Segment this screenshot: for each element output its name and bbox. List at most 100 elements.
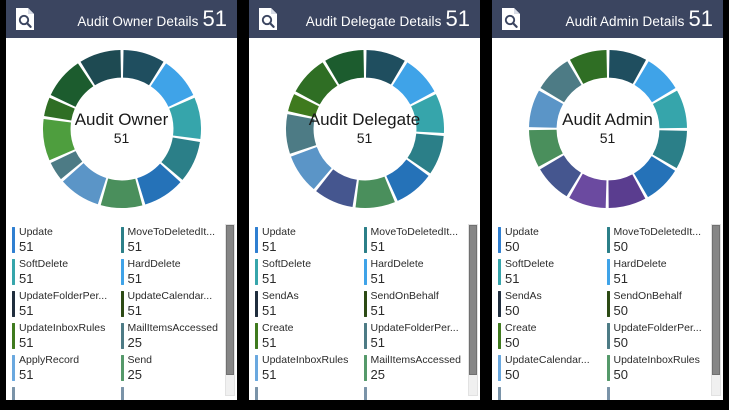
donut-segment[interactable] xyxy=(539,155,581,197)
legend-text-group: Send 25 xyxy=(128,354,153,386)
legend-text-group: MailItemsAccessed 25 xyxy=(128,322,218,354)
legend-scrollbar-thumb[interactable] xyxy=(226,225,234,375)
legend-item[interactable] xyxy=(606,386,710,400)
donut-segment[interactable] xyxy=(652,90,687,129)
donut-segment[interactable] xyxy=(539,61,582,103)
legend-item[interactable]: UpdateFolderPer... 51 xyxy=(12,290,115,322)
legend-item-label: HardDelete xyxy=(370,258,424,270)
donut-segment[interactable] xyxy=(43,97,75,121)
donut-segment[interactable] xyxy=(100,178,142,209)
legend-item[interactable]: UpdateInboxRules 51 xyxy=(12,322,115,354)
donut-segment[interactable] xyxy=(295,62,337,105)
donut-segment[interactable] xyxy=(136,163,180,205)
legend-item[interactable]: SendOnBehalf 50 xyxy=(606,290,710,322)
legend-item[interactable] xyxy=(255,386,358,400)
legend-item[interactable]: UpdateFolderPer... 50 xyxy=(606,322,710,354)
legend-item[interactable]: Send 25 xyxy=(120,354,224,386)
donut-segment[interactable] xyxy=(568,173,606,208)
legend-item[interactable]: Update 51 xyxy=(12,226,115,258)
donut-segment[interactable] xyxy=(287,94,319,118)
donut-segment[interactable] xyxy=(324,50,364,85)
donut-segment[interactable] xyxy=(569,50,607,84)
donut-segment[interactable] xyxy=(410,94,444,133)
donut-segment[interactable] xyxy=(285,114,316,154)
legend-item[interactable]: MoveToDeletedIt... 50 xyxy=(606,226,710,258)
donut-segment[interactable] xyxy=(365,50,405,85)
legend-item[interactable]: Update 50 xyxy=(498,226,601,258)
legend-text-group: Create 50 xyxy=(505,322,537,354)
legend-item[interactable] xyxy=(12,386,115,400)
donut-segment[interactable] xyxy=(607,174,645,208)
legend-scrollbar[interactable] xyxy=(711,224,721,396)
legend-item[interactable] xyxy=(120,386,224,400)
legend-color-swatch xyxy=(120,227,124,253)
legend-scrollbar[interactable] xyxy=(225,224,235,396)
donut-segment[interactable] xyxy=(50,151,82,180)
legend-item[interactable]: SendOnBehalf 51 xyxy=(363,290,467,322)
legend-item[interactable]: MailItemsAccessed 25 xyxy=(120,322,224,354)
legend-text-group: SendOnBehalf 50 xyxy=(614,290,682,322)
legend-item[interactable]: SendAs 50 xyxy=(498,290,601,322)
legend-item-value: 51 xyxy=(613,271,628,286)
donut-segment[interactable] xyxy=(62,163,106,205)
legend-item[interactable]: UpdateInboxRules 51 xyxy=(255,354,358,386)
document-search-icon[interactable] xyxy=(12,6,38,32)
legend-item[interactable] xyxy=(498,386,601,400)
legend-item[interactable]: HardDelete 51 xyxy=(363,258,467,290)
panel-count-badge: 51 xyxy=(688,6,713,31)
legend-item[interactable]: Create 51 xyxy=(255,322,358,354)
donut-segment[interactable] xyxy=(633,61,676,103)
donut-segment[interactable] xyxy=(168,97,201,139)
donut-segment[interactable] xyxy=(290,146,332,190)
legend-color-swatch xyxy=(363,323,367,349)
donut-segment[interactable] xyxy=(50,63,93,107)
legend-item[interactable]: MoveToDeletedIt... 51 xyxy=(120,226,224,258)
document-search-icon[interactable] xyxy=(255,6,281,32)
donut-segment[interactable] xyxy=(652,130,687,169)
donut-segment[interactable] xyxy=(160,137,200,180)
legend-item[interactable]: SoftDelete 51 xyxy=(12,258,115,290)
legend-item-label: MailItemsAccessed xyxy=(370,354,461,366)
legend-item-value: 51 xyxy=(127,271,142,286)
document-search-icon[interactable] xyxy=(498,6,524,32)
legend-item[interactable]: Update 51 xyxy=(255,226,358,258)
donut-segment[interactable] xyxy=(80,50,121,86)
legend-item[interactable]: HardDelete 51 xyxy=(120,258,224,290)
legend-item[interactable] xyxy=(363,386,467,400)
donut-segment[interactable] xyxy=(355,176,395,208)
legend-item[interactable]: UpdateInboxRules 50 xyxy=(606,354,710,386)
legend-item[interactable]: UpdateCalendar... 50 xyxy=(498,354,601,386)
legend-item[interactable]: SoftDelete 51 xyxy=(255,258,358,290)
donut-segment[interactable] xyxy=(608,50,646,84)
legend-scrollbar-thumb[interactable] xyxy=(712,225,720,375)
donut-segment[interactable] xyxy=(150,63,193,107)
legend-item[interactable]: SoftDelete 51 xyxy=(498,258,601,290)
donut-segment[interactable] xyxy=(392,62,434,105)
legend-item[interactable]: MailItemsAccessed 25 xyxy=(363,354,467,386)
legend-item-label: ApplyRecord xyxy=(19,354,80,366)
legend-text-group: MailItemsAccessed 25 xyxy=(371,354,461,386)
donut-segment[interactable] xyxy=(42,119,75,161)
donut-segment[interactable] xyxy=(385,159,429,201)
legend-scrollbar-thumb[interactable] xyxy=(469,225,477,375)
donut-segment[interactable] xyxy=(528,129,563,167)
legend-item[interactable]: Create 50 xyxy=(498,322,601,354)
donut-segment[interactable] xyxy=(528,90,563,128)
donut-chart: Audit Admin 51 xyxy=(492,38,723,220)
donut-chart-svg xyxy=(528,50,687,208)
legend-item[interactable]: UpdateCalendar... 51 xyxy=(120,290,224,322)
legend-item[interactable]: MoveToDeletedIt... 51 xyxy=(363,226,467,258)
panel-body: Audit Admin 51 Update 50 MoveToDeletedIt... 5… xyxy=(492,38,723,400)
legend-scrollbar[interactable] xyxy=(468,224,478,396)
donut-segment[interactable] xyxy=(633,156,675,198)
donut-segment[interactable] xyxy=(407,133,444,174)
legend-color-swatch xyxy=(363,291,367,317)
donut-segment[interactable] xyxy=(122,50,163,86)
legend-item-label: UpdateFolderPer... xyxy=(19,290,108,302)
legend-item[interactable]: HardDelete 51 xyxy=(606,258,710,290)
legend-item[interactable]: UpdateFolderPer... 51 xyxy=(363,322,467,354)
legend-text-group: Update 50 xyxy=(505,226,539,258)
legend-item[interactable]: SendAs 51 xyxy=(255,290,358,322)
donut-segment[interactable] xyxy=(315,169,357,208)
legend-item[interactable]: ApplyRecord 51 xyxy=(12,354,115,386)
